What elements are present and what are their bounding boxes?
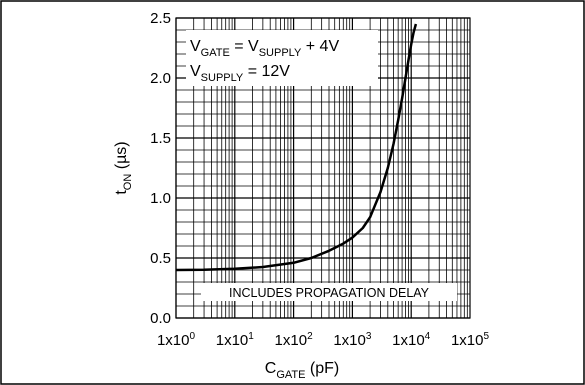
y-tick-label: 0.5 [150, 250, 171, 267]
x-tick-label: 1x104 [392, 331, 431, 349]
y-axis-label: tON (µs) [113, 141, 134, 194]
annotation-vgate: VGATE = VSUPPLY + 4V [190, 38, 339, 59]
x-tick-labels: 1x100 1x101 1x102 1x103 1x104 1x105 [157, 331, 490, 349]
note-box [201, 283, 457, 301]
y-tick-label: 2.0 [150, 70, 171, 87]
annotation-note: INCLUDES PROPAGATION DELAY [229, 286, 430, 300]
y-tick-label: 1.0 [150, 190, 171, 207]
x-tick-label: 1x101 [216, 331, 255, 349]
annotation-vsupply: VSUPPLY = 12V [190, 63, 290, 84]
y-tick-labels: 0.0 0.5 1.0 1.5 2.0 2.5 [150, 10, 171, 327]
plot-area-border [175, 17, 471, 319]
x-tick-label: 1x100 [157, 331, 196, 349]
x-tick-label: 1x103 [333, 331, 372, 349]
x-tick-label: 1x102 [275, 331, 314, 349]
annotation-box [186, 30, 378, 86]
series-line [175, 23, 418, 272]
y-tick-label: 0.0 [150, 310, 171, 327]
y-tick-label: 1.5 [150, 130, 171, 147]
x-axis-label: CGATE (pF) [265, 360, 339, 381]
x-tick-label: 1x105 [451, 331, 490, 349]
y-tick-label: 2.5 [150, 10, 171, 27]
